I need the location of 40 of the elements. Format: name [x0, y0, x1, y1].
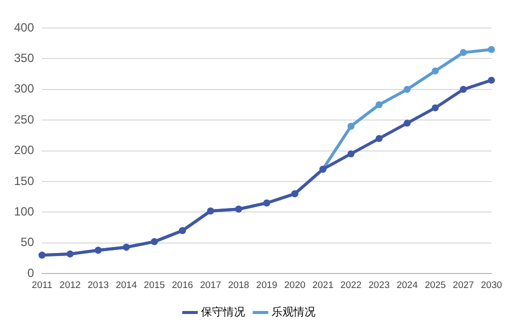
- point: [488, 76, 495, 84]
- x-tick-label: 2021: [312, 280, 334, 291]
- x-tick-label: 2011: [32, 280, 52, 291]
- x-tick-label: 2022: [340, 280, 362, 291]
- x-tick-label: 2019: [256, 280, 278, 291]
- x-tick-label: 2013: [88, 280, 109, 291]
- y-tick-label: 150: [14, 174, 34, 188]
- point: [347, 150, 354, 158]
- x-tick-label: 2017: [200, 280, 222, 291]
- y-tick-label: 250: [14, 112, 34, 126]
- y-tick-label: 200: [14, 143, 34, 158]
- point: [460, 49, 467, 56]
- point: [376, 135, 383, 142]
- x-tick-label: 2025: [424, 280, 446, 291]
- point: [404, 86, 411, 93]
- point: [432, 67, 439, 74]
- y-tick-label: 50: [20, 235, 34, 250]
- point: [432, 104, 439, 112]
- x-tick-label: 2020: [284, 280, 306, 291]
- x-tick-label: 2018: [228, 280, 250, 291]
- x-tick-label: 2027: [452, 280, 474, 291]
- x-tick-label: 2024: [396, 280, 418, 291]
- y-tick-label: 300: [14, 82, 34, 96]
- point: [404, 120, 411, 127]
- x-tick-label: 2030: [480, 280, 502, 291]
- point: [488, 46, 495, 53]
- x-tick-label: 2016: [172, 280, 194, 291]
- x-tick-label: 2012: [60, 280, 81, 291]
- legend-label: 乐观情况: [272, 305, 316, 318]
- point: [376, 101, 383, 108]
- y-tick-label: 400: [14, 20, 34, 34]
- point: [347, 122, 354, 130]
- point: [460, 86, 467, 93]
- x-tick-label: 2023: [368, 280, 390, 291]
- x-tick-label: 2015: [144, 280, 165, 291]
- y-tick-label: 0: [27, 266, 34, 280]
- legend-label: 保守情况: [201, 305, 245, 318]
- y-tick-label: 100: [14, 204, 34, 219]
- x-tick-label: 2014: [116, 280, 137, 291]
- y-tick-label: 350: [14, 51, 34, 66]
